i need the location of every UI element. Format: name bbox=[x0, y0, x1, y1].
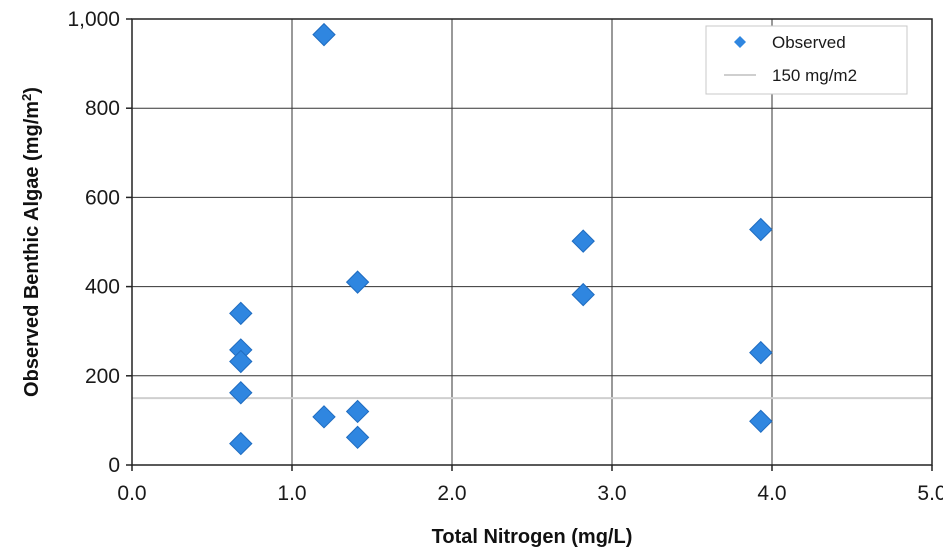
data-point bbox=[571, 229, 595, 253]
data-points bbox=[229, 22, 773, 456]
y-tick-label: 0 bbox=[108, 454, 120, 477]
y-tick-label: 1,000 bbox=[67, 8, 120, 31]
y-axis-title: Observed Benthic Algae (mg/m2) bbox=[19, 87, 43, 397]
x-tick-label: 1.0 bbox=[277, 482, 306, 505]
data-point bbox=[345, 270, 370, 294]
data-point bbox=[312, 22, 336, 47]
x-axis-title: Total Nitrogen (mg/L) bbox=[432, 526, 633, 548]
x-tick-labels: 0.0 1.0 2.0 3.0 4.0 5.0 bbox=[117, 465, 943, 505]
x-tick-label: 0.0 bbox=[117, 482, 146, 505]
data-point bbox=[345, 425, 370, 450]
data-point bbox=[749, 340, 773, 365]
data-point bbox=[229, 431, 253, 456]
legend-observed-label: Observed bbox=[772, 33, 846, 52]
legend: Observed 150 mg/m2 bbox=[705, 25, 908, 95]
data-point bbox=[312, 405, 336, 429]
data-point bbox=[571, 282, 595, 307]
legend-observed-marker bbox=[734, 36, 746, 48]
data-point bbox=[229, 349, 253, 374]
y-tick-labels: 0 200 400 600 800 1,000 bbox=[67, 8, 132, 477]
data-point bbox=[749, 217, 773, 242]
data-point bbox=[749, 409, 773, 433]
y-tick-label: 400 bbox=[85, 276, 120, 299]
data-point bbox=[229, 301, 253, 326]
x-tick-label: 3.0 bbox=[597, 482, 626, 505]
data-point bbox=[229, 381, 253, 405]
plot-border bbox=[131, 18, 933, 466]
data-point bbox=[345, 399, 370, 424]
y-tick-label: 800 bbox=[85, 97, 120, 120]
y-tick-label: 600 bbox=[85, 186, 120, 209]
x-tick-label: 5.0 bbox=[917, 482, 943, 505]
x-tick-label: 2.0 bbox=[437, 482, 466, 505]
y-axis-title-main: Observed Benthic Algae (mg/m bbox=[21, 101, 43, 397]
y-tick-label: 200 bbox=[85, 365, 120, 388]
x-tick-label: 4.0 bbox=[757, 482, 786, 505]
y-axis-title-sup: 2 bbox=[19, 94, 34, 101]
legend-reference-label: 150 mg/m2 bbox=[772, 66, 857, 85]
y-axis-title-close: ) bbox=[21, 87, 43, 94]
